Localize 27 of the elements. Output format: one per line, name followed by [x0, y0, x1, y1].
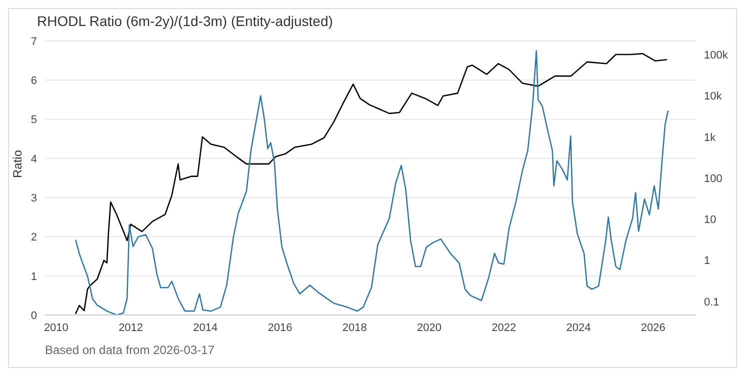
- y-tick-label: 5: [30, 114, 37, 126]
- y2-tick-label: 10k: [704, 90, 722, 103]
- x-tick-label: 2024: [566, 322, 591, 334]
- x-tick-label: 2022: [492, 322, 516, 334]
- y-tick-label: 4: [30, 153, 37, 166]
- y-tick-label: 6: [30, 75, 37, 88]
- y-tick-label: 0: [30, 310, 37, 322]
- y2-tick-label: 0.1: [704, 296, 720, 308]
- x-tick-label: 2016: [268, 322, 292, 334]
- y2-tick-label: 1k: [704, 132, 716, 144]
- y2-tick-label: 100: [704, 172, 722, 185]
- y2-tick-label: 10: [704, 214, 716, 226]
- x-tick-label: 2010: [44, 322, 68, 334]
- y-axis-title: Ratio: [10, 150, 24, 178]
- x-tick-label: 2020: [417, 322, 442, 334]
- x-tick-label: 2018: [342, 322, 367, 334]
- x-tick-label: 2026: [640, 322, 666, 334]
- y-tick-label: 3: [30, 192, 37, 204]
- y-tick-label: 1: [30, 270, 37, 283]
- text: Based on data from 2026-03-17: [45, 343, 214, 357]
- x-tick-label: 2012: [118, 322, 144, 334]
- y-tick-label: 7: [30, 36, 37, 48]
- x-tick-label: 2014: [193, 322, 218, 334]
- y2-tick-label: 100k: [704, 49, 728, 62]
- chart-title: RHODL Ratio (6m-2y)/(1d-3m) (Entity-adjusted): [37, 13, 333, 29]
- y2-tick-label: 1: [704, 255, 710, 268]
- y-tick-label: 2: [30, 232, 37, 244]
